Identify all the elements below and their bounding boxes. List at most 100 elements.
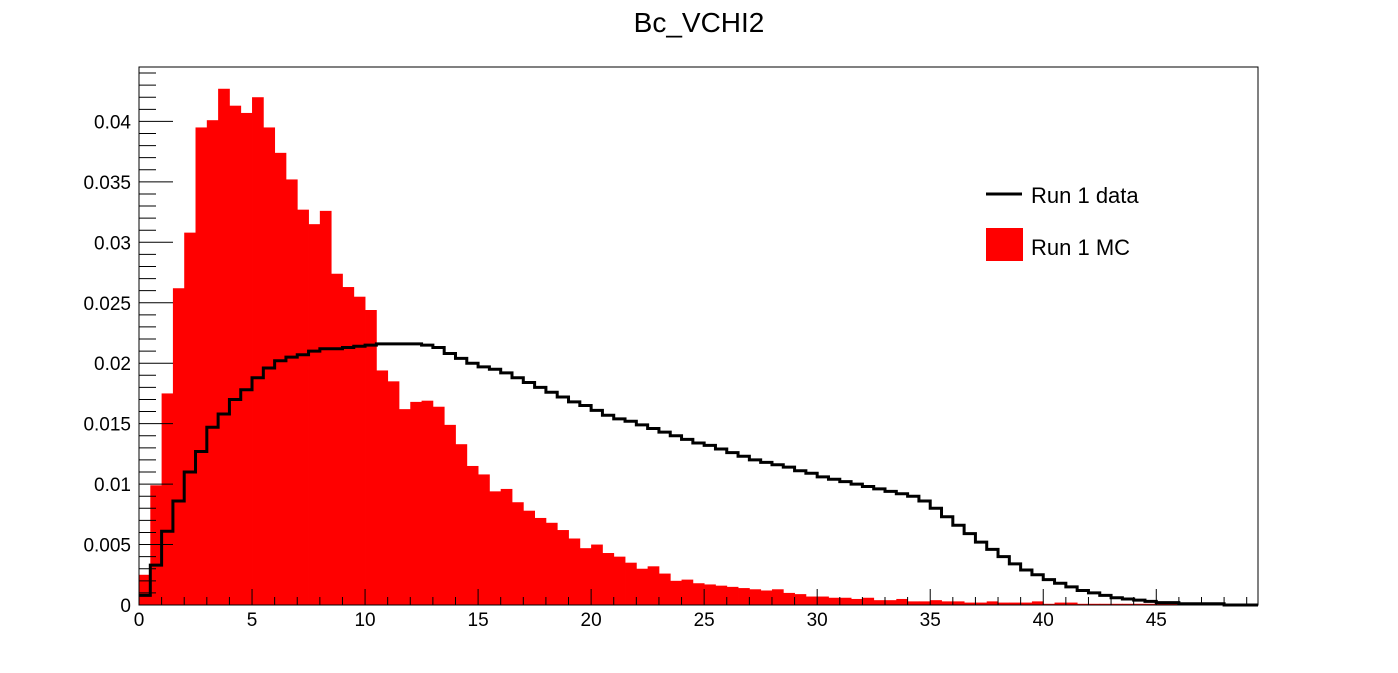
mc-bin-bar	[1077, 603, 1089, 605]
mc-bin-bar	[172, 288, 185, 605]
mc-bin-bar	[817, 596, 829, 605]
mc-bin-bar	[647, 566, 660, 605]
mc-bin-bar	[670, 580, 682, 605]
mc-bin-bar	[613, 556, 626, 605]
legend: Run 1 data Run 1 MC	[986, 183, 1139, 261]
y-tick-label: 0.025	[83, 294, 131, 315]
mc-bin-bar	[240, 112, 253, 605]
mc-bin-bar	[726, 586, 739, 605]
mc-bin-bar	[342, 287, 355, 605]
x-tick-label: 35	[920, 610, 941, 631]
chart-title: Bc_VCHI2	[634, 7, 765, 38]
mc-bin-bar	[760, 590, 773, 605]
mc-bin-bar	[918, 601, 931, 605]
legend-label-data: Run 1 data	[1031, 183, 1139, 208]
mc-bin-bar	[1133, 603, 1146, 605]
mc-bin-bar	[523, 510, 536, 605]
mc-bin-bar	[998, 602, 1010, 605]
mc-bin-bar	[749, 589, 762, 605]
mc-bin-bar	[432, 406, 445, 605]
mc-bin-bar	[1031, 601, 1044, 605]
mc-bin-bar	[930, 600, 942, 605]
legend-mc-swatch-icon	[986, 228, 1023, 261]
mc-bin-bar	[557, 530, 569, 605]
mc-bin-bar	[545, 522, 558, 605]
mc-bin-bar	[489, 491, 502, 605]
x-axis: 0 5 10 15 20 25 30 35 40 45	[134, 589, 1248, 631]
mc-bin-bar	[534, 517, 547, 605]
y-tick-label: 0.005	[83, 536, 131, 557]
mc-bin-bar	[952, 601, 965, 605]
x-tick-label: 5	[247, 610, 258, 631]
mc-bin-bar	[274, 152, 287, 605]
data-step-line	[139, 342, 1258, 607]
y-tick-label: 0.03	[94, 233, 131, 254]
x-tick-label: 30	[807, 610, 828, 631]
mc-bin-bar	[139, 574, 151, 605]
mc-bin-bar	[297, 209, 309, 605]
y-tick-label: 0.04	[94, 112, 131, 133]
mc-bin-bar	[783, 592, 795, 605]
mc-bin-bar	[285, 179, 298, 605]
mc-bin-bar	[365, 310, 377, 605]
y-tick-label: 0.035	[83, 173, 131, 194]
mc-bin-bar	[851, 598, 863, 605]
mc-bin-bar	[218, 88, 230, 606]
mc-bin-bar	[964, 602, 976, 605]
mc-bin-bar	[579, 548, 592, 605]
mc-bin-bar	[500, 488, 513, 605]
mc-bin-bar	[195, 127, 208, 606]
mc-bin-bar	[387, 381, 400, 605]
mc-bin-bar	[1111, 603, 1123, 605]
mc-bin-bar	[1144, 603, 1157, 605]
mc-bin-bar	[331, 273, 343, 605]
mc-bin-bar	[1009, 602, 1022, 605]
mc-bin-bar	[410, 401, 422, 605]
mc-bin-bar	[161, 393, 174, 605]
mc-bin-bar	[625, 562, 637, 605]
mc-bin-bar	[794, 594, 807, 605]
mc-bin-bar	[885, 600, 897, 605]
y-tick-label: 0.015	[83, 415, 131, 436]
y-axis: 0 0.005 0.01 0.015 0.02 0.025 0.03 0.035 0.04	[83, 72, 173, 617]
x-tick-label: 10	[354, 610, 375, 631]
mc-bin-bar	[1043, 603, 1055, 605]
mc-bin-bar	[1156, 603, 1168, 605]
legend-label-mc: Run 1 MC	[1031, 235, 1130, 260]
mc-bin-bar	[444, 424, 456, 605]
mc-bin-bar	[206, 120, 219, 606]
mc-bin-bar	[263, 127, 276, 606]
mc-bin-bar	[398, 409, 411, 605]
y-tick-label: 0.02	[94, 354, 131, 375]
mc-bin-bar	[681, 579, 694, 605]
mc-bin-bar	[455, 444, 468, 605]
mc-bin-bar	[512, 502, 524, 605]
mc-histogram-bars	[139, 88, 1259, 606]
mc-bin-bar	[150, 485, 163, 605]
mc-bin-bar	[602, 553, 615, 605]
mc-bin-bar	[376, 370, 389, 605]
mc-bin-bar	[692, 583, 705, 605]
mc-bin-bar	[308, 224, 321, 606]
mc-bin-bar	[805, 596, 818, 605]
mc-bin-bar	[658, 573, 671, 605]
mc-bin-bar	[896, 598, 909, 605]
mc-bin-bar	[421, 400, 434, 605]
mc-bin-bar	[466, 465, 479, 605]
mc-bin-bar	[941, 601, 954, 605]
mc-bin-bar	[738, 588, 750, 605]
mc-bin-bar	[704, 584, 716, 605]
mc-bin-bar	[771, 589, 784, 605]
y-tick-label: 0	[120, 596, 131, 617]
mc-bin-bar	[839, 597, 852, 605]
mc-bin-bar	[1054, 602, 1067, 605]
mc-bin-bar	[1122, 603, 1135, 605]
x-tick-label: 40	[1033, 610, 1054, 631]
mc-bin-bar	[715, 585, 728, 605]
mc-bin-bar	[568, 538, 581, 605]
mc-bin-bar	[1099, 603, 1112, 605]
mc-bin-bar	[229, 105, 242, 606]
x-tick-label: 25	[694, 610, 715, 631]
mc-bin-bar	[319, 210, 332, 605]
